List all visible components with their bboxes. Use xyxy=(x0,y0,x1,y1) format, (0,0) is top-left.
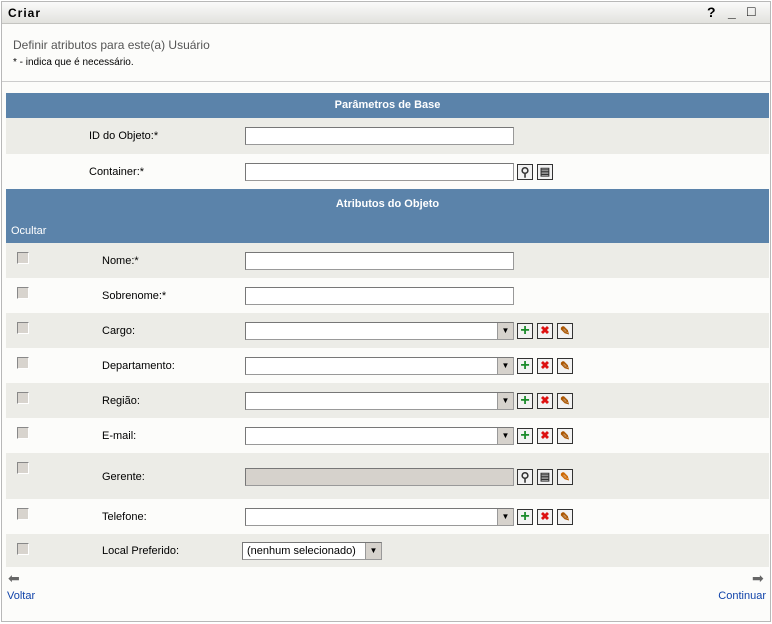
hide-checkbox[interactable] xyxy=(17,543,29,555)
field-label: Região: xyxy=(102,395,140,407)
base-section-header: Parâmetros de Base xyxy=(6,93,769,118)
edit-icon[interactable]: ✎ xyxy=(557,323,573,339)
field-input[interactable]: ▼ xyxy=(245,357,514,375)
hide-checkbox[interactable] xyxy=(17,427,29,439)
form-row: Cargo: ▼ + ✖ ✎ xyxy=(6,313,769,348)
hide-checkbox[interactable] xyxy=(17,322,29,334)
field-label: Sobrenome:* xyxy=(102,290,167,302)
chevron-down-icon[interactable]: ▼ xyxy=(497,509,513,525)
field-label: Telefone: xyxy=(102,511,147,523)
form-row: Local Preferido: (nenhum selecionado) ▼ xyxy=(6,534,769,567)
browse-tree-icon[interactable]: ▤ xyxy=(537,469,553,485)
field-input[interactable]: ▼ xyxy=(245,322,514,340)
hide-checkbox[interactable] xyxy=(17,392,29,404)
delete-icon[interactable]: ✖ xyxy=(537,358,553,374)
form-row: Container:* ⚲ ▤ xyxy=(6,154,769,189)
hide-column-label: Ocultar xyxy=(11,225,47,237)
hide-checkbox[interactable] xyxy=(17,357,29,369)
add-icon[interactable]: + xyxy=(517,358,533,374)
field-input[interactable]: ▼ xyxy=(245,392,514,410)
form-row: ID do Objeto:* xyxy=(6,118,769,154)
title-bar: Criar ? _ □ xyxy=(2,2,770,24)
form-row: Nome:* xyxy=(6,243,769,278)
back-arrow-icon[interactable]: ⬅ xyxy=(8,571,20,585)
chevron-down-icon[interactable]: ▼ xyxy=(365,543,381,559)
search-icon[interactable]: ⚲ xyxy=(517,163,533,180)
hide-checkbox[interactable] xyxy=(17,287,29,299)
hide-checkbox[interactable] xyxy=(17,462,29,474)
hide-checkbox[interactable] xyxy=(17,252,29,264)
chevron-down-icon[interactable]: ▼ xyxy=(497,323,513,339)
base-section-title: Parâmetros de Base xyxy=(334,99,441,111)
edit-icon[interactable]: ✎ xyxy=(557,393,573,409)
chevron-down-icon[interactable]: ▼ xyxy=(497,358,513,374)
hide-checkbox[interactable] xyxy=(17,508,29,520)
chevron-down-icon[interactable]: ▼ xyxy=(497,393,513,409)
field-input[interactable] xyxy=(245,127,514,145)
maximize-icon[interactable]: □ xyxy=(747,3,756,19)
delete-icon[interactable]: ✖ xyxy=(537,323,553,339)
form-row: Telefone: ▼ + ✖ ✎ xyxy=(6,499,769,534)
clear-icon[interactable]: ✎ xyxy=(557,469,573,485)
edit-icon[interactable]: ✎ xyxy=(557,358,573,374)
delete-icon[interactable]: ✖ xyxy=(537,428,553,444)
attributes-section-title: Atributos do Objeto xyxy=(335,198,440,210)
delete-icon[interactable]: ✖ xyxy=(537,393,553,409)
select-value: (nenhum selecionado) xyxy=(247,545,356,557)
field-label: Cargo: xyxy=(102,325,136,337)
add-icon[interactable]: + xyxy=(517,428,533,444)
field-label: Container:* xyxy=(89,165,145,178)
form-row: Gerente: ⚲ ▤ ✎ xyxy=(6,453,769,499)
form-row: Sobrenome:* xyxy=(6,278,769,313)
browse-tree-icon[interactable]: ▤ xyxy=(537,163,553,180)
form-row: E-mail: ▼ + ✖ ✎ xyxy=(6,418,769,453)
add-icon[interactable]: + xyxy=(517,323,533,339)
form-row: Departamento: ▼ + ✖ ✎ xyxy=(6,348,769,383)
divider xyxy=(2,81,770,82)
edit-icon[interactable]: ✎ xyxy=(557,509,573,525)
field-label: Local Preferido: xyxy=(102,545,180,557)
required-note: * - indica que é necessário. xyxy=(13,57,134,68)
field-input[interactable]: ▼ xyxy=(245,508,514,526)
minimize-icon[interactable]: _ xyxy=(728,4,736,20)
attributes-section-header: Atributos do Objeto Ocultar xyxy=(6,189,769,243)
chevron-down-icon[interactable]: ▼ xyxy=(497,428,513,444)
intro: Definir atributos para este(a) Usuário *… xyxy=(13,38,210,69)
preferred-locale-select[interactable]: (nenhum selecionado) ▼ xyxy=(242,542,382,560)
field-label: Gerente: xyxy=(102,471,145,483)
help-icon[interactable]: ? xyxy=(707,4,716,20)
continue-link[interactable]: Continuar xyxy=(718,590,766,602)
field-label: E-mail: xyxy=(102,430,137,442)
field-label: Departamento: xyxy=(102,360,175,372)
form-row: Região: ▼ + ✖ ✎ xyxy=(6,383,769,418)
search-icon[interactable]: ⚲ xyxy=(517,469,533,485)
field-input[interactable] xyxy=(245,162,514,181)
back-link[interactable]: Voltar xyxy=(7,590,36,602)
field-input[interactable] xyxy=(245,252,514,270)
field-input[interactable]: ▼ xyxy=(245,427,514,445)
add-icon[interactable]: + xyxy=(517,509,533,525)
edit-icon[interactable]: ✎ xyxy=(557,428,573,444)
delete-icon[interactable]: ✖ xyxy=(537,509,553,525)
field-label: ID do Objeto:* xyxy=(89,130,159,142)
page-heading: Definir atributos para este(a) Usuário xyxy=(13,38,210,52)
next-arrow-icon[interactable]: ➡ xyxy=(752,571,764,585)
add-icon[interactable]: + xyxy=(517,393,533,409)
field-input[interactable] xyxy=(245,287,514,305)
window-title: Criar xyxy=(8,6,42,20)
field-input xyxy=(245,468,514,486)
field-label: Nome:* xyxy=(102,255,139,267)
